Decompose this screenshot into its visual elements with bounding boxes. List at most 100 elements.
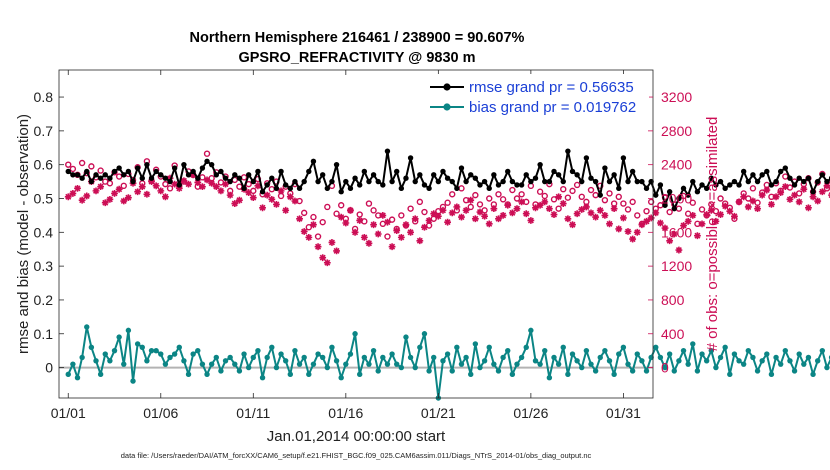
assimilated-marker	[518, 198, 526, 206]
y-axis-right-ticks: 0 400 800 1200 1600 2000 2400 2800 3200	[648, 89, 692, 376]
assimilated-marker	[596, 206, 604, 214]
rmse-point	[421, 182, 428, 188]
rmse-point	[167, 178, 173, 185]
rmse-point	[65, 168, 71, 175]
assimilated-marker	[291, 197, 299, 205]
rmse-point	[74, 172, 81, 178]
rmse-point	[653, 192, 659, 198]
assimilated-marker	[171, 180, 179, 188]
rmse-point	[93, 172, 99, 178]
bias-point	[565, 371, 571, 378]
bias-point	[777, 361, 784, 367]
rmse-point	[606, 178, 613, 185]
bias-point	[546, 375, 553, 381]
rmse-point	[509, 178, 516, 185]
bias-point	[93, 358, 99, 364]
possible-marker	[370, 207, 377, 214]
bias-point	[352, 331, 358, 337]
possible-marker	[689, 199, 696, 206]
legend-box	[424, 74, 649, 118]
rmse-point	[176, 182, 182, 188]
x-tick-label: 01/31	[606, 405, 641, 421]
possible-marker	[499, 196, 507, 203]
bias-point	[389, 351, 395, 357]
assimilated-marker	[370, 221, 377, 229]
bias-point	[222, 358, 229, 364]
bias-point	[431, 354, 437, 361]
assimilated-marker	[120, 197, 128, 205]
assimilated-marker	[467, 196, 475, 204]
assimilated-marker	[508, 209, 516, 217]
bias-point	[333, 358, 340, 364]
assimilated-marker	[314, 243, 322, 251]
y-right-tick-label: 2800	[661, 123, 692, 139]
rmse-point	[551, 168, 557, 175]
bias-point	[190, 351, 196, 357]
assimilated-marker	[236, 196, 243, 204]
assimilated-marker	[83, 192, 91, 200]
bias-point	[500, 354, 506, 361]
assimilated-marker	[212, 183, 220, 191]
rmse-point	[801, 178, 807, 185]
rmse-point	[292, 178, 298, 185]
assimilated-marker	[680, 222, 687, 229]
assimilated-marker	[786, 195, 794, 203]
rmse-point	[634, 178, 640, 185]
bias-point	[417, 344, 423, 350]
assimilated-marker	[772, 193, 780, 201]
rmse-point	[602, 165, 608, 171]
bias-point	[398, 364, 405, 371]
possible-marker	[97, 167, 104, 174]
rmse-point	[542, 178, 548, 185]
bias-point	[764, 351, 770, 357]
y-tick-label: 0.2	[34, 292, 54, 308]
possible-marker	[398, 212, 405, 219]
assimilated-marker	[245, 189, 253, 196]
y-tick-label: 0.8	[34, 89, 54, 105]
bias-point	[727, 371, 733, 378]
possible-marker	[384, 233, 391, 240]
rmse-point	[366, 178, 372, 185]
assimilated-marker	[347, 206, 354, 214]
assimilated-marker	[587, 209, 595, 217]
rmse-point	[153, 168, 159, 175]
rmse-point	[269, 175, 275, 181]
rmse-point	[555, 172, 562, 178]
assimilated-marker	[763, 186, 771, 194]
bias-point	[740, 361, 747, 367]
possible-marker	[541, 192, 548, 200]
rmse-point	[491, 172, 497, 178]
bias-point	[111, 347, 118, 354]
bias-point	[810, 371, 816, 378]
y-right-tick-label: 2400	[661, 157, 692, 173]
assimilated-marker	[638, 221, 646, 229]
bias-point	[657, 354, 664, 361]
rmse-point	[657, 182, 664, 188]
possible-marker	[666, 208, 673, 216]
rmse-point	[824, 178, 830, 185]
possible-marker	[495, 191, 502, 198]
bias-series	[65, 324, 830, 401]
bias-point	[676, 358, 682, 364]
rmse-point	[181, 161, 187, 168]
assimilated-marker	[162, 193, 169, 201]
rmse-point	[130, 178, 136, 185]
rmse-point	[722, 185, 728, 192]
legend-rmse-marker	[443, 83, 451, 91]
rmse-point	[324, 185, 331, 192]
rmse-point	[773, 178, 779, 185]
possible-marker	[467, 203, 474, 211]
rmse-point	[236, 175, 243, 181]
y-tick-label: 0	[45, 360, 53, 376]
assimilated-marker	[421, 223, 428, 231]
possible-marker	[449, 191, 456, 198]
bias-point	[407, 354, 414, 361]
bias-point	[708, 347, 714, 354]
rmse-point	[403, 175, 409, 181]
assimilated-marker	[578, 206, 586, 213]
assimilated-marker	[444, 218, 451, 226]
rmse-point	[727, 182, 733, 188]
assimilated-marker	[476, 208, 484, 216]
rmse-point	[685, 192, 691, 198]
bias-point	[255, 347, 261, 354]
